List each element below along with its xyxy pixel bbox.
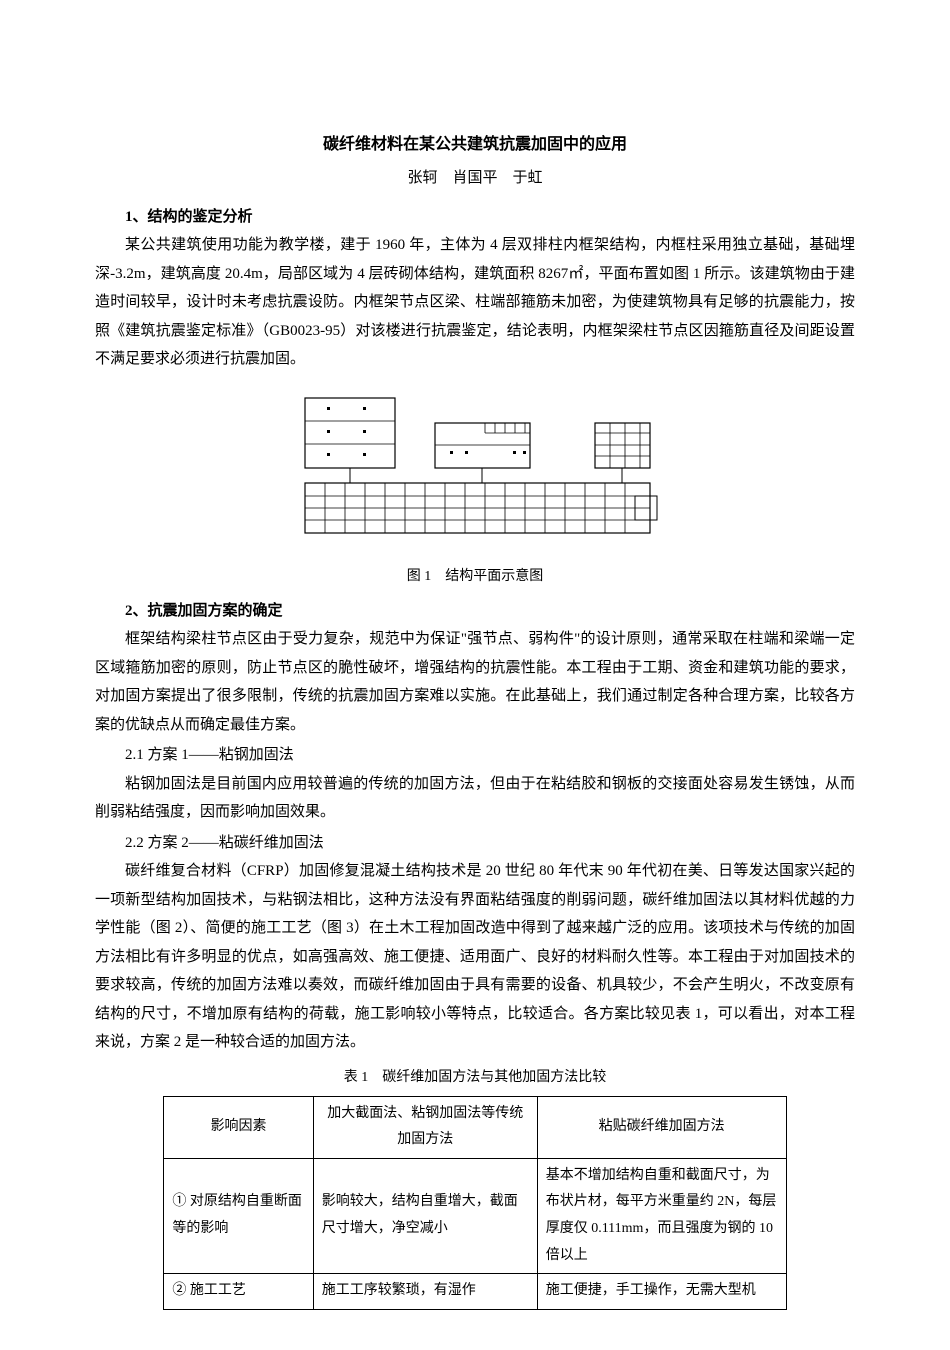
sub2-heading: 2.2 方案 2——粘碳纤维加固法 (95, 829, 855, 858)
comparison-table: 影响因素 加大截面法、粘钢加固法等传统加固方法 粘贴碳纤维加固方法 ① 对原结构… (163, 1096, 786, 1310)
header-col2: 加大截面法、粘钢加固法等传统加固方法 (313, 1096, 537, 1158)
authors-line: 张轲 肖国平 于虹 (95, 164, 855, 193)
table-row: ② 施工工艺 施工工序较繁琐，有湿作 施工便捷，手工操作，无需大型机 (164, 1274, 786, 1310)
document-title: 碳纤维材料在某公共建筑抗震加固中的应用 (95, 130, 855, 160)
section2-heading: 2、抗震加固方案的确定 (95, 597, 855, 626)
section1-para1-part1: 某公共建筑使用功能为教学楼，建于 1960 年，主体为 4 层双排柱内框架结构，… (95, 231, 855, 374)
row1-col3: 基本不增加结构自重和截面尺寸，为布状片材，每平方米重量约 2N，每层厚度仅 0.… (537, 1158, 786, 1273)
sub1-heading: 2.1 方案 1——粘钢加固法 (95, 741, 855, 770)
section1-para1-text: 某公共建筑使用功能为教学楼，建于 1960 年，主体为 4 层双排柱内框架结构，… (95, 237, 855, 367)
row1-col2: 影响较大，结构自重增大，截面尺寸增大，净空减小 (313, 1158, 537, 1273)
figure1-caption: 图 1 结构平面示意图 (95, 564, 855, 591)
table-header-row: 影响因素 加大截面法、粘钢加固法等传统加固方法 粘贴碳纤维加固方法 (164, 1096, 786, 1158)
row2-col1: ② 施工工艺 (164, 1274, 313, 1310)
row2-col2: 施工工序较繁琐，有湿作 (313, 1274, 537, 1310)
header-col3: 粘贴碳纤维加固方法 (537, 1096, 786, 1158)
floor-plan-diagram (285, 388, 665, 548)
row2-col3: 施工便捷，手工操作，无需大型机 (537, 1274, 786, 1310)
sub1-para: 粘钢加固法是目前国内应用较普遍的传统的加固方法，但由于在粘结胶和钢板的交接面处容… (95, 770, 855, 827)
sub2-para: 碳纤维复合材料（CFRP）加固修复混凝土结构技术是 20 世纪 80 年代末 9… (95, 857, 855, 1057)
section1-heading: 1、结构的鉴定分析 (95, 203, 855, 232)
figure1-container (95, 388, 855, 559)
table-row: ① 对原结构自重断面等的影响 影响较大，结构自重增大，截面尺寸增大，净空减小 基… (164, 1158, 786, 1273)
table1-caption: 表 1 碳纤维加固方法与其他加固方法比较 (95, 1065, 855, 1092)
row1-col1: ① 对原结构自重断面等的影响 (164, 1158, 313, 1273)
section2-para1: 框架结构梁柱节点区由于受力复杂，规范中为保证"强节点、弱构件"的设计原则，通常采… (95, 625, 855, 739)
header-col1: 影响因素 (164, 1096, 313, 1158)
